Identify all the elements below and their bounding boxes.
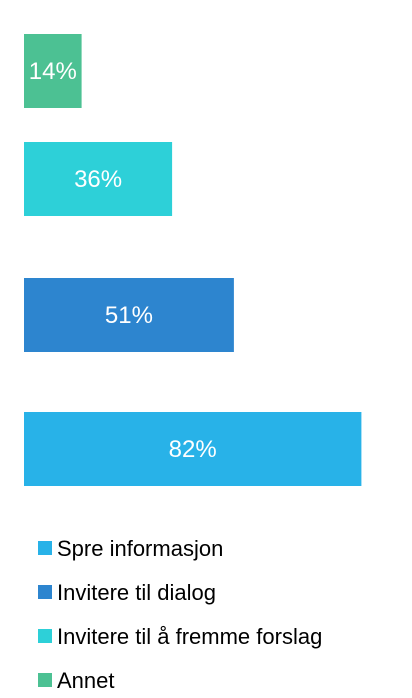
legend-label: Annet	[57, 668, 115, 693]
legend-item: Invitere til dialog	[38, 580, 216, 605]
legend-item: Invitere til å fremme forslag	[38, 624, 322, 649]
bar-invitere-til-dialog	[24, 278, 234, 352]
data-label: 51%	[105, 302, 153, 329]
data-label: 82%	[169, 436, 217, 463]
bars-layer: 14% 36% 51% 82%	[24, 34, 362, 486]
bar-invitere-til-fremme-forslag	[24, 142, 173, 216]
legend-swatch	[38, 585, 52, 599]
legend-swatch	[38, 541, 52, 555]
legend-label: Spre informasjon	[57, 536, 223, 561]
bar-annet	[24, 34, 82, 108]
legend-item: Annet	[38, 668, 115, 693]
legend-swatch	[38, 629, 52, 643]
legend: Spre informasjon Invitere til dialog Invit…	[38, 536, 322, 693]
legend-label: Invitere til dialog	[57, 580, 216, 605]
bar-spre-informasjon	[24, 412, 362, 486]
data-label: 36%	[74, 166, 122, 193]
legend-item: Spre informasjon	[38, 536, 223, 561]
legend-label: Invitere til å fremme forslag	[57, 624, 322, 649]
data-label: 14%	[29, 58, 77, 85]
legend-swatch	[38, 673, 52, 687]
